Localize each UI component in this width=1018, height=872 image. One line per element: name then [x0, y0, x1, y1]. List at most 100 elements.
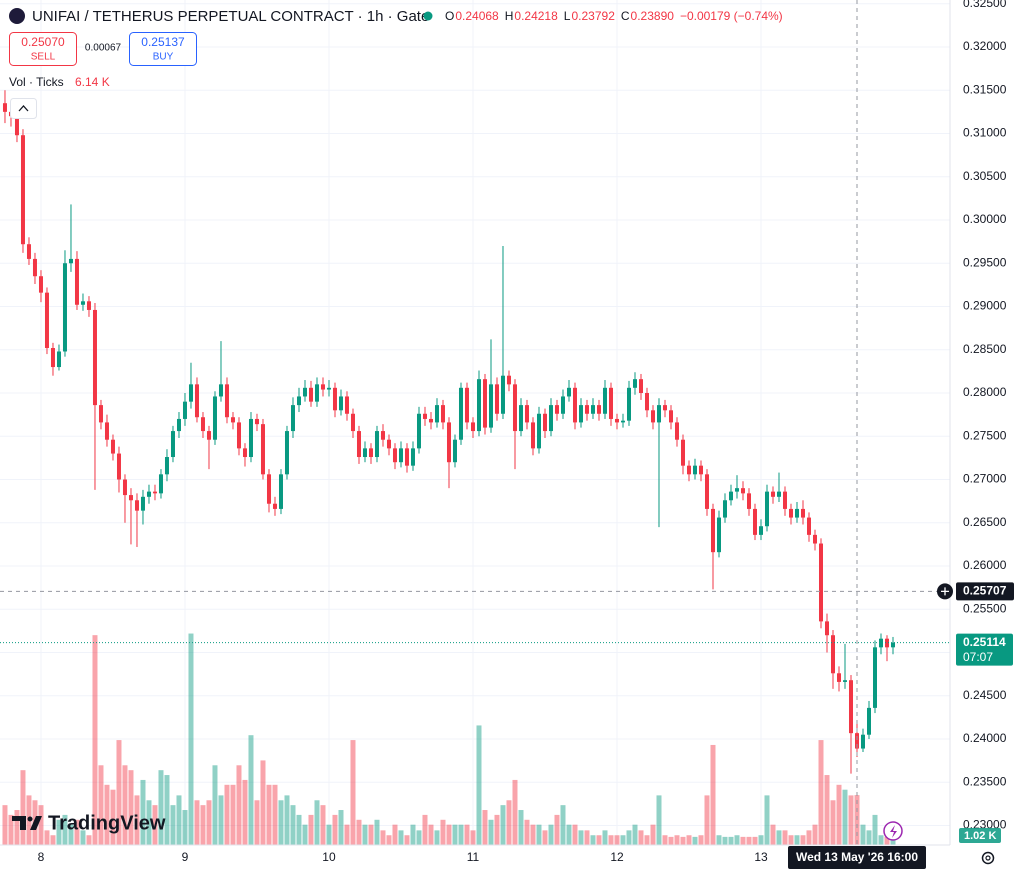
volume-bar	[410, 824, 416, 845]
volume-bar	[296, 814, 302, 845]
settings-button[interactable]	[981, 851, 995, 865]
y-tick-label: 0.27500	[963, 428, 1007, 442]
buy-label[interactable]: BUY	[153, 52, 174, 63]
volume-bar	[104, 784, 110, 845]
candle-body	[158, 474, 163, 494]
candle-body	[440, 405, 445, 423]
volume-bar	[176, 795, 182, 845]
volume-bar	[368, 824, 374, 845]
volume-bar	[452, 824, 458, 845]
candle-body	[554, 405, 559, 414]
volume-bar	[416, 830, 422, 845]
volume-bar	[524, 819, 530, 845]
volume-bar	[380, 830, 386, 845]
y-tick-label: 0.28000	[963, 385, 1007, 399]
y-tick-label: 0.32500	[963, 0, 1007, 10]
candle-body	[680, 439, 685, 466]
volume-bar	[614, 835, 620, 845]
candle-body	[572, 387, 577, 423]
volume-bar	[476, 725, 482, 845]
candle-body	[194, 384, 199, 418]
ohlc-key: L	[564, 9, 571, 23]
volume-bar	[596, 835, 602, 845]
collapse-icon	[18, 105, 29, 112]
candle-body	[650, 410, 655, 423]
volume-bar	[8, 814, 14, 845]
volume-bar	[722, 836, 728, 845]
ohlc-change: −0.00179 (−0.74%)	[680, 9, 783, 23]
volume-bar	[638, 830, 644, 845]
volume-bar	[212, 765, 218, 845]
candle-body	[812, 534, 817, 544]
volume-bar	[842, 789, 848, 845]
volume-bar	[224, 784, 230, 845]
volume-bar	[206, 800, 212, 845]
volume-bar	[536, 824, 542, 845]
volume-bar	[464, 824, 470, 845]
volume-bar	[332, 814, 338, 845]
y-tick-label: 0.29500	[963, 255, 1007, 269]
buy-button[interactable]	[129, 32, 197, 66]
candle-body	[332, 387, 337, 411]
spread: 0.00067	[85, 43, 122, 54]
candle-body	[506, 375, 511, 385]
candle-body	[230, 417, 235, 423]
candle-body	[782, 491, 787, 509]
candle-body	[620, 420, 625, 423]
candle-body	[362, 448, 367, 458]
volume-bar	[248, 735, 254, 845]
candle-body	[752, 508, 757, 535]
sell-button[interactable]	[9, 32, 77, 66]
volume-bar	[194, 800, 200, 845]
collapse-button[interactable]	[10, 98, 37, 119]
candle-body	[182, 401, 187, 419]
x-tick-label: 9	[182, 850, 189, 864]
candle-body	[266, 474, 271, 504]
volume-legend-value: 6.14 K	[75, 75, 110, 89]
volume-bar	[752, 836, 758, 845]
volume-bar	[608, 835, 614, 845]
sell-price[interactable]: 0.25070	[21, 35, 65, 49]
volume-bar	[404, 835, 410, 845]
volume-bar	[578, 830, 584, 845]
candle-body	[380, 431, 385, 440]
volume-bar	[146, 800, 152, 845]
candle-body	[296, 396, 301, 406]
candle-body	[272, 503, 277, 509]
candle-body	[104, 422, 109, 440]
candle-body	[386, 439, 391, 449]
y-tick-label: 0.31500	[963, 82, 1007, 96]
logo-dot	[27, 816, 33, 822]
volume-bar	[200, 805, 206, 845]
sell-label[interactable]: SELL	[31, 52, 56, 63]
volume-bar	[440, 819, 446, 845]
volume-bar	[854, 795, 860, 845]
candle-body	[428, 418, 433, 423]
candle-body	[74, 258, 79, 305]
volume-bar	[152, 805, 158, 845]
candles	[2, 90, 895, 774]
volume-bar	[458, 824, 464, 845]
volume-bar	[68, 824, 74, 845]
candle-body	[614, 418, 619, 423]
volume-bar	[776, 830, 782, 845]
candle-body	[278, 474, 283, 509]
ohlc-legend: O 0.24068 H 0.24218 L 0.23792 C 0.23890 −0.00179…	[445, 9, 783, 23]
ohlc-value: 0.23792	[571, 9, 615, 23]
volume-bar	[50, 835, 56, 845]
candle-body	[152, 491, 157, 494]
candle-body	[788, 508, 793, 518]
buy-price[interactable]: 0.25137	[141, 35, 185, 49]
volume-bar	[134, 795, 140, 845]
volume-bar	[314, 800, 320, 845]
ohlc-value: 0.24218	[514, 9, 558, 23]
volume-bar	[680, 836, 686, 845]
candle-body	[356, 431, 361, 458]
candle-body	[476, 379, 481, 432]
candle-body	[662, 405, 667, 411]
volume-bar	[890, 836, 896, 845]
candle-body	[368, 448, 373, 458]
candle-body	[320, 384, 325, 390]
volume-bar	[728, 836, 734, 845]
volume-bar	[2, 805, 8, 845]
